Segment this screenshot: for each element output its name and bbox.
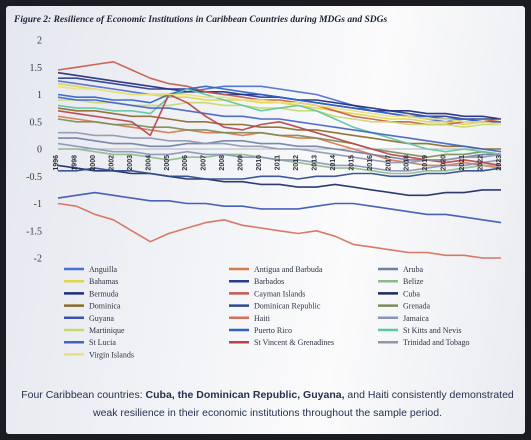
legend-label: Dominica — [89, 302, 121, 311]
x-tick-label: 2004 — [145, 155, 152, 171]
x-tick-label: 2011 — [275, 155, 282, 170]
x-tick-label: 2000 — [90, 155, 97, 171]
legend-label: Grenada — [403, 302, 431, 311]
legend-label: Aruba — [403, 265, 423, 274]
slide-caption: Four Caribbean countries: Cuba, the Domi… — [20, 386, 515, 422]
legend-label: Belize — [403, 277, 424, 286]
x-tick-label: 2015 — [348, 155, 355, 171]
x-tick-label: 2016 — [367, 155, 374, 171]
x-tick-label: 2018 — [404, 155, 411, 171]
series-line-bermuda — [57, 71, 502, 120]
y-tick-label: 0.5 — [30, 117, 43, 128]
legend-label: Guyana — [89, 314, 114, 323]
y-axis: 2 1.5 1 0.5 0 -0.5 -1 -1.5 -2 — [26, 36, 42, 265]
y-tick-label: 2 — [37, 36, 42, 47]
series-line-dominican-republic — [58, 167, 502, 180]
legend-label: Cuba — [403, 289, 420, 298]
x-tick-label: 2002 — [108, 155, 115, 171]
series-line-grenada — [57, 118, 502, 158]
y-tick-label: -2 — [34, 254, 42, 265]
series-line-dominica — [57, 107, 501, 150]
series-line-puerto-rico — [57, 85, 501, 123]
series-line-guyana — [57, 191, 502, 224]
series-line-virgin-islands — [57, 85, 502, 126]
series-line-st-lucia — [57, 96, 502, 153]
legend-label: Antigua and Barbuda — [254, 265, 323, 274]
x-tick-label: 2017 — [385, 155, 392, 171]
legend-label: Dominican Republic — [254, 302, 321, 311]
legend-label: Virgin Islands — [89, 350, 134, 359]
x-tick-label: 2005 — [164, 155, 171, 171]
x-tick-label: 1996 — [53, 155, 60, 171]
legend-label: St Vincent & Grenadines — [254, 338, 334, 347]
y-tick-label: 1 — [37, 90, 42, 101]
legend-label: Bahamas — [89, 277, 118, 286]
legend-label: Cayman Islands — [254, 289, 305, 298]
legend-label: Bermuda — [89, 289, 119, 298]
chart-title: Figure 2: Resilience of Economic Institu… — [14, 15, 388, 25]
y-tick-label: -0.5 — [26, 172, 42, 183]
x-axis: 1996 1998 2000 2002 2003 2004 2005 2006 2007 2008… — [53, 155, 503, 171]
legend-label: Barbados — [254, 277, 284, 286]
legend-label: Jamaica — [403, 314, 429, 323]
x-tick-label: 2013 — [311, 155, 318, 171]
x-tick-label: 2007 — [201, 155, 208, 171]
chart-canvas: 2 1.5 1 0.5 0 -0.5 -1 -1.5 -2 1996 1998 2000 2002 20… — [26, 36, 503, 360]
x-tick-label: 2014 — [330, 155, 337, 171]
y-tick-label: 0 — [37, 145, 42, 156]
series-lines — [57, 60, 502, 259]
caption-countries: Cuba, the Dominican Republic, Guyana, — [145, 389, 345, 401]
series-line-trinidad-and-tobago — [58, 131, 502, 164]
legend-label: Puerto Rico — [254, 326, 292, 335]
x-tick-label: 2019 — [422, 155, 429, 171]
y-tick-label: -1 — [34, 199, 42, 210]
caption-conclusion: and Haiti consistently demonstrated weak… — [92, 389, 514, 419]
x-tick-label: 2003 — [127, 155, 134, 171]
x-tick-label: 2012 — [293, 155, 300, 171]
series-line-haiti — [57, 202, 501, 259]
series-line-cuba — [57, 164, 501, 197]
x-tick-label: 2021 — [459, 155, 466, 171]
x-tick-label: 2010 — [256, 155, 263, 171]
presentation-slide: Figure 2: Resilience of Economic Institu… — [6, 6, 525, 434]
series-line-jamaica — [57, 142, 502, 172]
legend-label: Anguilla — [89, 265, 117, 274]
x-tick-label: 1998 — [71, 155, 78, 171]
legend-label: St Kitts and Nevis — [403, 326, 461, 335]
y-tick-label: 1.5 — [30, 63, 43, 74]
x-tick-label: 2006 — [182, 155, 189, 171]
series-line-st-kitts-and-nevis — [57, 88, 502, 156]
caption-intro: Four Caribbean countries: — [21, 389, 146, 401]
x-tick-label: 2023 — [496, 155, 503, 171]
chart-legend: Anguilla Antigua and Barbuda Aruba Bahamas B… — [64, 265, 470, 359]
x-tick-label: 2008 — [219, 155, 226, 171]
x-tick-label: 2020 — [441, 155, 448, 171]
legend-label: St Lucia — [89, 338, 116, 347]
x-tick-label: 2022 — [478, 155, 485, 171]
legend-label: Trinidad and Tobago — [403, 338, 470, 347]
legend-label: Haiti — [254, 314, 271, 323]
legend-label: Martinique — [89, 326, 125, 335]
x-tick-label: 2009 — [238, 155, 245, 171]
y-tick-label: -1.5 — [26, 226, 42, 237]
